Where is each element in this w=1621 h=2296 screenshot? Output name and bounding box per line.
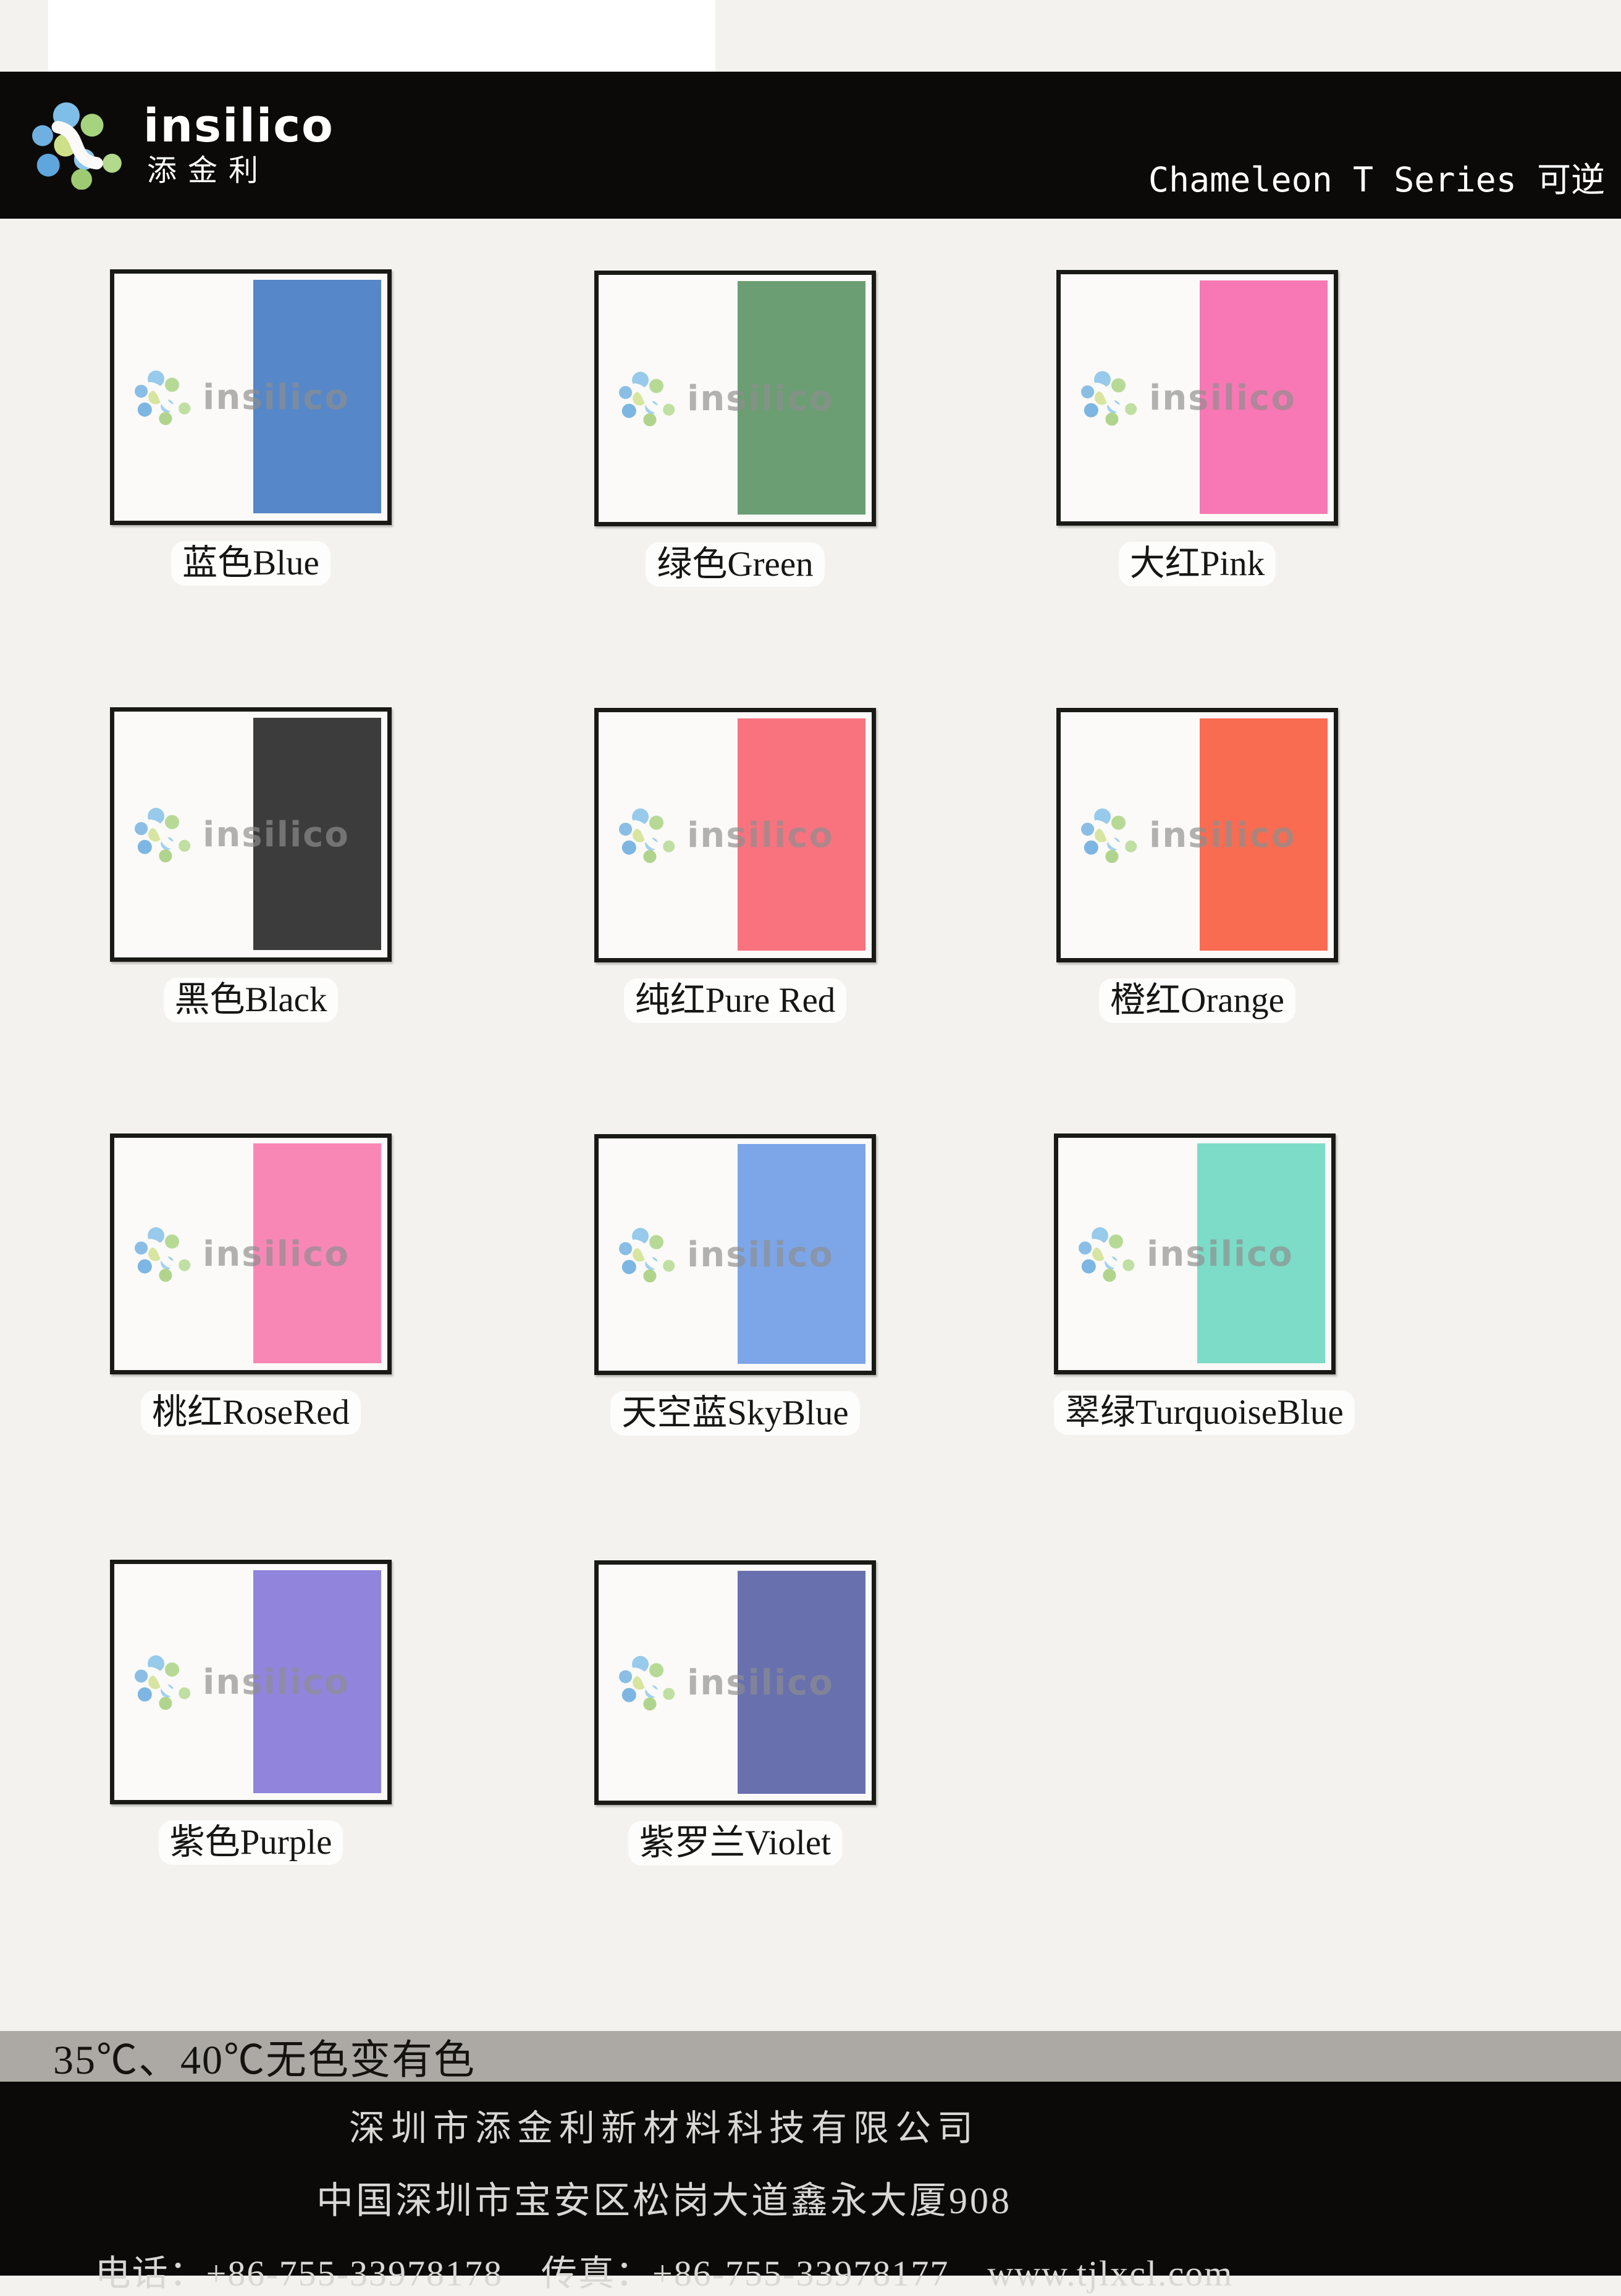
company-address: 中国深圳市宝安区松岗大道鑫永大厦908 [316,2180,1012,2221]
card-label: 蓝色Blue [171,541,331,586]
brand-wordmark: insilico [143,99,334,153]
molecule-watermark-icon [619,1655,678,1710]
phone-label: 电话： [95,2253,206,2294]
card-label-row: 大红Pink [1056,542,1338,586]
brand-text: insilico 添金利 [143,103,334,187]
color-card-pure-red: insilico 纯红Pure Red [594,708,876,1023]
brand-logo: .brand .swirl{stroke:#0B0A08;} insilico … [32,72,334,219]
card-label: 紫罗兰Violet [628,1821,843,1865]
color-card-rose-red: insilico 桃红RoseRed [110,1133,392,1435]
color-swatch-sky-blue [738,1144,866,1364]
card-label-row: 橙红Orange [1056,978,1338,1023]
color-swatch-rose-red [253,1143,382,1363]
swatch-frame: insilico [1056,270,1338,526]
card-label-row: 翠绿TurquoiseBlue [1054,1390,1355,1435]
card-label-row: 绿色Green [594,542,876,587]
color-swatch-green [738,280,866,515]
swatch-frame: insilico [594,1560,876,1805]
swatch-frame: insilico [110,269,392,525]
card-label: 紫色Purple [158,1820,343,1865]
color-swatch-turquoise-blue [1197,1143,1326,1363]
temperature-note: 35℃、40℃无色变有色 [53,2038,476,2083]
swatch-frame: insilico [110,1560,392,1804]
color-swatch-blue [253,279,382,514]
color-card-blue: insilico 蓝色Blue [110,269,392,586]
color-card-orange: insilico 橙红Orange [1056,708,1338,1023]
header-bar: .brand .swirl{stroke:#0B0A08;} insilico … [0,72,1621,219]
molecule-watermark-icon [135,1226,194,1282]
color-card-purple: insilico 紫色Purple [110,1560,392,1865]
website-url: www.tjlxcl.com [987,2253,1234,2294]
card-label-row: 桃红RoseRed [110,1390,392,1435]
card-label-row: 蓝色Blue [110,541,392,586]
swatch-paper: insilico [116,1139,386,1369]
card-label-row: 黑色Black [110,978,392,1022]
swatch-frame: insilico [1054,1133,1336,1374]
footer-text-block: 深圳市添金利新材料科技有限公司 中国深圳市宝安区松岗大道鑫永大厦908 电话：+… [0,2099,1328,2296]
swatch-paper: insilico [600,276,870,521]
top-white-strip [48,0,715,72]
swatch-paper: insilico [116,713,386,956]
color-swatch-pure-red [738,718,866,951]
swatch-paper: insilico [1059,1139,1330,1369]
card-label: 黑色Black [163,978,339,1022]
temperature-note-bar: 35℃、40℃无色变有色 [0,2031,1621,2083]
molecule-watermark-icon [135,369,194,425]
card-label: 橙红Orange [1099,978,1295,1023]
molecule-logo-icon: .brand .swirl{stroke:#0B0A08;} [32,101,127,190]
card-label-row: 天空蓝SkyBlue [594,1391,876,1436]
color-card-black: insilico 黑色Black [110,707,392,1022]
card-label: 绿色Green [646,542,825,587]
molecule-watermark-icon [1081,370,1140,426]
swatch-paper: insilico [1062,275,1333,520]
color-swatch-pink [1200,280,1328,515]
swatch-paper: insilico [600,1566,870,1799]
swatch-paper: insilico [1062,713,1333,957]
card-label: 翠绿TurquoiseBlue [1054,1390,1355,1435]
molecule-watermark-icon [1081,807,1140,863]
molecule-watermark-icon [619,1227,678,1282]
molecule-watermark-icon [135,1654,194,1710]
series-title: Chameleon T Series 可逆 [1148,160,1605,200]
color-swatch-purple [253,1570,382,1793]
swatch-frame: insilico [110,1133,392,1374]
color-swatch-violet [738,1570,866,1794]
swatch-frame: insilico [594,271,876,526]
swatch-paper: insilico [600,713,870,957]
brand-cjk-name: 添金利 [147,154,270,187]
card-label-row: 紫罗兰Violet [594,1821,876,1865]
swatch-frame: insilico [110,707,392,962]
swatch-frame: insilico [594,708,876,962]
footer-bar: 深圳市添金利新材料科技有限公司 中国深圳市宝安区松岗大道鑫永大厦908 电话：+… [0,2082,1621,2294]
contact-line: 电话：+86-755-33978178 传真：+86-755-33978177 ww… [0,2244,1328,2296]
company-name: 深圳市添金利新材料科技有限公司 [348,2108,979,2148]
swatch-paper: insilico [116,1565,386,1799]
molecule-watermark-icon [619,807,678,863]
color-card-violet: insilico 紫罗兰Violet [594,1560,876,1865]
color-card-sky-blue: insilico 天空蓝SkyBlue [594,1134,876,1436]
card-label-row: 纯红Pure Red [594,978,876,1023]
color-swatch-black [253,717,382,951]
swatch-paper: insilico [116,275,386,519]
swatch-paper: insilico [600,1140,870,1369]
molecule-watermark-icon [619,371,678,426]
fax-label: 传真： [541,2253,653,2294]
swatch-frame: insilico [1056,708,1338,962]
card-label: 纯红Pure Red [623,978,847,1023]
card-label: 桃红RoseRed [141,1390,361,1435]
molecule-watermark-icon [1079,1226,1138,1282]
color-card-pink: insilico 大红Pink [1056,270,1338,586]
card-label: 天空蓝SkyBlue [610,1391,860,1436]
color-card-green: insilico 绿色Green [594,271,876,587]
color-swatch-orange [1200,718,1328,951]
swatch-frame: insilico [594,1134,876,1375]
card-label: 大红Pink [1118,542,1276,586]
color-card-turquoise-blue: insilico 翠绿TurquoiseBlue [1054,1133,1355,1435]
molecule-watermark-icon [135,807,194,862]
fax-number: +86-755-33978177 [652,2253,949,2294]
card-label-row: 紫色Purple [110,1820,392,1865]
phone-number: +86-755-33978178 [206,2253,503,2294]
